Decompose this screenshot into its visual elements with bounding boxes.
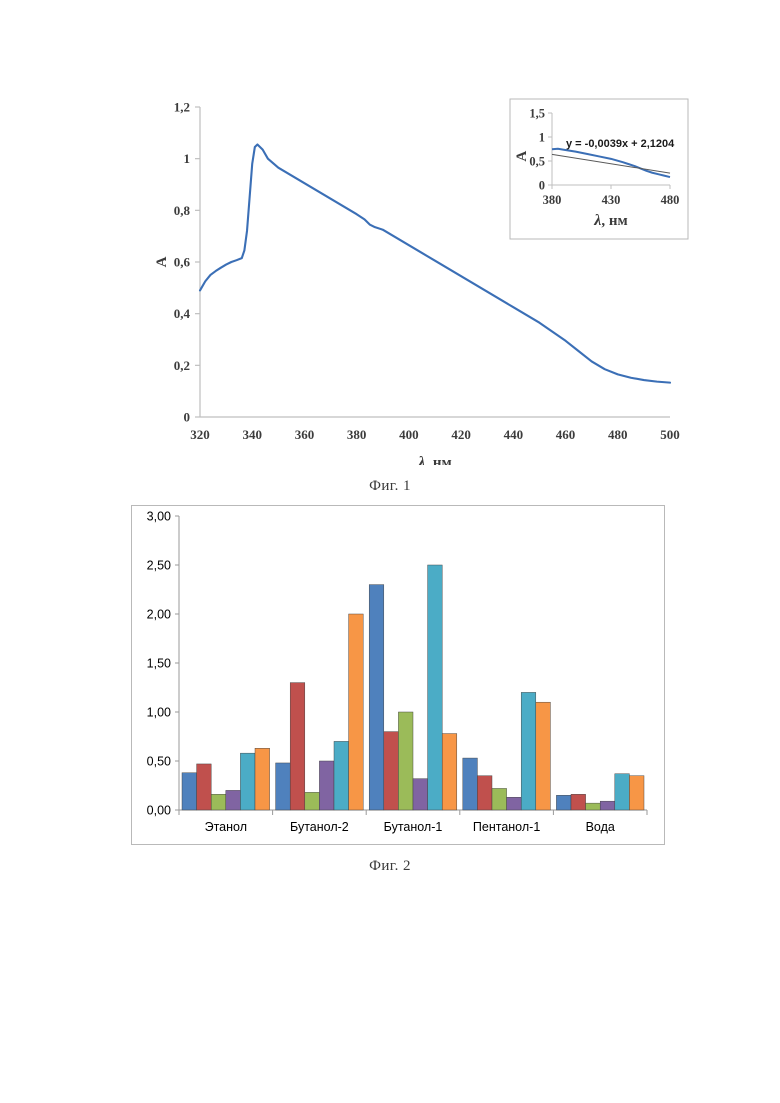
inset-x-tick-label: 380 <box>543 193 562 207</box>
fig2-bar <box>477 776 492 810</box>
figure-1-svg: 0 0,2 0,4 0,6 0,8 1 1,2 320 340 360 380 400 420 440 46… <box>140 95 700 465</box>
fig1-x-tick-label: 380 <box>347 427 367 442</box>
fig2-bar <box>463 758 478 810</box>
fig1-y-axis-title: A <box>154 256 170 267</box>
figure-2-svg: 0,00 0,50 1,00 1,50 2,00 2,50 3,00 Этанол Бутано… <box>132 506 664 844</box>
figure-2: 0,00 0,50 1,00 1,50 2,00 2,50 3,00 Этанол Бутано… <box>131 505 665 845</box>
fig2-bar <box>182 773 197 810</box>
fig2-bar <box>197 764 212 810</box>
fig1-y-tick-label: 0,6 <box>174 255 191 270</box>
fig2-category-label: Вода <box>586 820 615 834</box>
fig1-x-tick-label: 500 <box>660 427 680 442</box>
fig1-y-tick-label: 0,2 <box>174 358 190 373</box>
fig1-y-tick-label: 1 <box>184 151 191 166</box>
fig1-inset-chart: 0 0,5 1 1,5 380 430 480 Aλ, нм y = -0,0039x + 2,… <box>510 99 688 239</box>
fig2-bar <box>571 794 586 810</box>
fig1-x-tick-label: 440 <box>504 427 524 442</box>
fig1-x-axis-title: λ, нм <box>417 454 451 465</box>
fig2-bar <box>629 776 644 810</box>
fig1-x-tick-label: 420 <box>451 427 471 442</box>
fig2-y-tick-label: 3,00 <box>147 510 171 524</box>
fig2-bar <box>240 753 255 810</box>
inset-x-tick-label: 430 <box>602 193 621 207</box>
fig2-bar <box>442 734 457 810</box>
fig2-bar <box>586 803 601 810</box>
fig2-bar <box>492 788 507 810</box>
fig2-bar <box>521 692 536 810</box>
fig2-bar <box>384 732 399 810</box>
fig2-bar <box>290 683 305 810</box>
fig2-bar <box>349 614 364 810</box>
fig2-bar <box>536 702 551 810</box>
figure-1-caption: Фиг. 1 <box>0 478 780 495</box>
fig2-bar <box>507 797 522 810</box>
document-page: 0 0,2 0,4 0,6 0,8 1 1,2 320 340 360 380 400 420 440 46… <box>0 0 780 1103</box>
fig2-bar <box>226 790 241 810</box>
fig1-x-tick-label: 340 <box>242 427 262 442</box>
fig2-bar <box>398 712 413 810</box>
fig1-x-tick-label: 320 <box>190 427 210 442</box>
fig2-y-tick-label: 2,00 <box>147 608 171 622</box>
fig1-x-tick-label: 480 <box>608 427 628 442</box>
fig2-bar <box>305 792 320 810</box>
inset-y-tick-label: 1 <box>539 131 545 145</box>
fig1-y-tick-label: 0,8 <box>174 203 191 218</box>
fig2-category-label: Этанол <box>205 820 247 834</box>
inset-y-axis-title: A <box>514 151 530 162</box>
fig2-category-label: Бутанол-2 <box>290 820 349 834</box>
fig1-y-tick-label: 0 <box>184 410 191 425</box>
inset-y-tick-label: 1,5 <box>529 107 545 121</box>
fig2-bar <box>255 748 270 810</box>
fig2-y-tick-label: 1,00 <box>147 706 171 720</box>
inset-trendline-equation: y = -0,0039x + 2,1204 <box>566 138 675 150</box>
figure-2-caption: Фиг. 2 <box>0 858 780 875</box>
fig2-bar <box>600 801 615 810</box>
fig2-category-label: Бутанол-1 <box>384 820 443 834</box>
fig2-y-tick-label: 0,50 <box>147 755 171 769</box>
figure-1: 0 0,2 0,4 0,6 0,8 1 1,2 320 340 360 380 400 420 440 46… <box>140 95 700 465</box>
fig2-bar <box>334 741 349 810</box>
fig2-category-label: Пентанол-1 <box>473 820 540 834</box>
inset-y-tick-label: 0 <box>539 179 545 193</box>
fig1-y-tick-label: 0,4 <box>174 306 191 321</box>
inset-x-tick-label: 480 <box>661 193 680 207</box>
fig1-x-tick-label: 360 <box>295 427 315 442</box>
fig2-y-tick-label: 1,50 <box>147 657 171 671</box>
fig2-bar <box>615 774 630 810</box>
fig2-bar <box>369 585 384 810</box>
fig1-y-tick-label: 1,2 <box>174 100 190 115</box>
fig2-bar <box>319 761 334 810</box>
fig2-bar <box>556 795 571 810</box>
fig1-x-tick-label: 400 <box>399 427 419 442</box>
fig1-x-tick-label: 460 <box>556 427 576 442</box>
fig2-bar <box>428 565 443 810</box>
fig2-bar <box>276 763 291 810</box>
fig2-y-tick-label: 2,50 <box>147 559 171 573</box>
fig2-bar <box>413 779 428 810</box>
inset-x-axis-title: λ, нм <box>593 212 627 229</box>
fig2-bar <box>211 794 226 810</box>
fig2-y-tick-label: 0,00 <box>147 804 171 818</box>
inset-y-tick-label: 0,5 <box>529 155 545 169</box>
